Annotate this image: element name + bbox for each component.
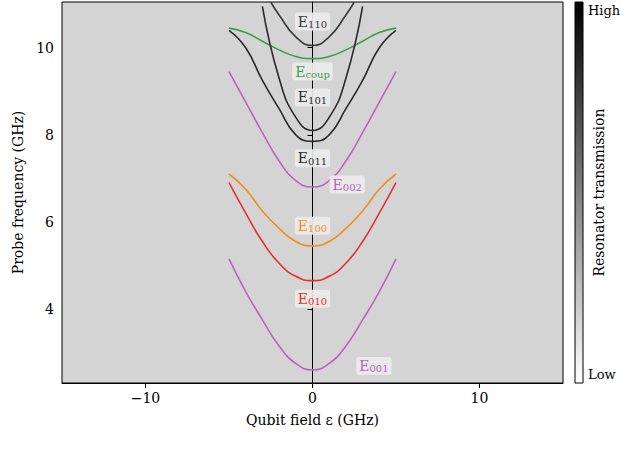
svg-text:011: 011 [308, 156, 327, 167]
svg-text:10: 10 [471, 390, 489, 406]
svg-text:Low: Low [588, 367, 616, 382]
svg-text:E: E [359, 358, 369, 374]
svg-text:High: High [588, 3, 621, 18]
svg-text:E: E [295, 64, 305, 80]
svg-text:100: 100 [308, 223, 327, 234]
svg-text:E: E [298, 89, 308, 105]
svg-text:−10: −10 [131, 390, 161, 406]
svg-text:Qubit field ε (GHz): Qubit field ε (GHz) [246, 412, 379, 428]
svg-text:E: E [298, 291, 308, 307]
svg-text:10: 10 [36, 40, 54, 56]
svg-text:E: E [298, 218, 308, 234]
svg-text:101: 101 [308, 95, 327, 106]
svg-text:E: E [333, 177, 343, 193]
svg-text:Probe frequency (GHz): Probe frequency (GHz) [10, 111, 26, 275]
svg-text:E: E [298, 150, 308, 166]
svg-text:110: 110 [308, 19, 327, 30]
svg-text:coup: coup [305, 69, 329, 80]
svg-text:0: 0 [308, 390, 317, 406]
svg-text:4: 4 [45, 301, 54, 317]
svg-text:002: 002 [343, 182, 362, 193]
svg-text:6: 6 [45, 214, 54, 230]
svg-text:001: 001 [369, 363, 388, 374]
svg-text:010: 010 [308, 296, 327, 307]
svg-text:8: 8 [45, 127, 54, 143]
svg-text:E: E [298, 14, 308, 30]
svg-text:Resonator transmission: Resonator transmission [591, 109, 607, 277]
